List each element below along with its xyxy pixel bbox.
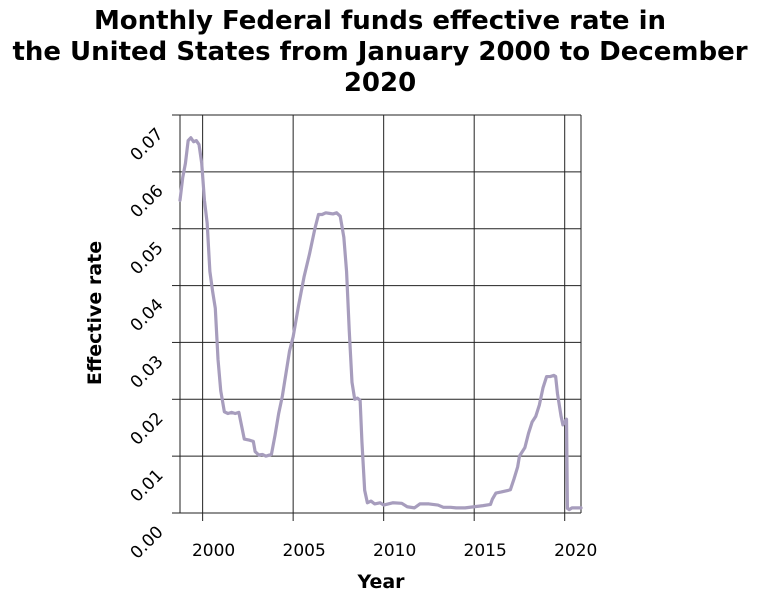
y-axis-ticks: 0.00 0.01 0.02 0.03 0.04 0.05 0.06 0.07 <box>127 114 180 563</box>
y-tick-label: 0.01 <box>127 466 168 507</box>
series-line <box>178 136 583 512</box>
chart-title-line-2: the United States from January 2000 to D… <box>12 37 748 67</box>
y-tick-label: 0.00 <box>127 522 168 563</box>
y-tick-label: 0.02 <box>127 409 168 450</box>
series-layer <box>178 136 583 512</box>
x-tick-label: 2020 <box>554 541 597 561</box>
chart-title-line-3: 2020 <box>343 68 417 98</box>
x-axis-label: Year <box>356 571 405 593</box>
y-tick-label: 0.06 <box>127 181 168 222</box>
x-tick-label: 2005 <box>283 541 326 561</box>
chart-title: Monthly Federal funds effective rate in … <box>0 6 760 99</box>
x-tick-label: 2000 <box>192 541 235 561</box>
grid-lines <box>179 114 582 514</box>
y-axis-label: Effective rate <box>84 241 106 385</box>
x-tick-label: 2010 <box>373 541 416 561</box>
y-tick-label: 0.04 <box>127 295 168 336</box>
y-tick-label: 0.05 <box>127 238 168 279</box>
x-axis-ticks: 2000 2005 2010 2015 2020 <box>192 513 597 561</box>
x-tick-label: 2015 <box>464 541 507 561</box>
chart-title-line-1: Monthly Federal funds effective rate in <box>93 6 667 36</box>
y-tick-label: 0.07 <box>127 124 168 165</box>
y-tick-label: 0.03 <box>127 352 168 393</box>
